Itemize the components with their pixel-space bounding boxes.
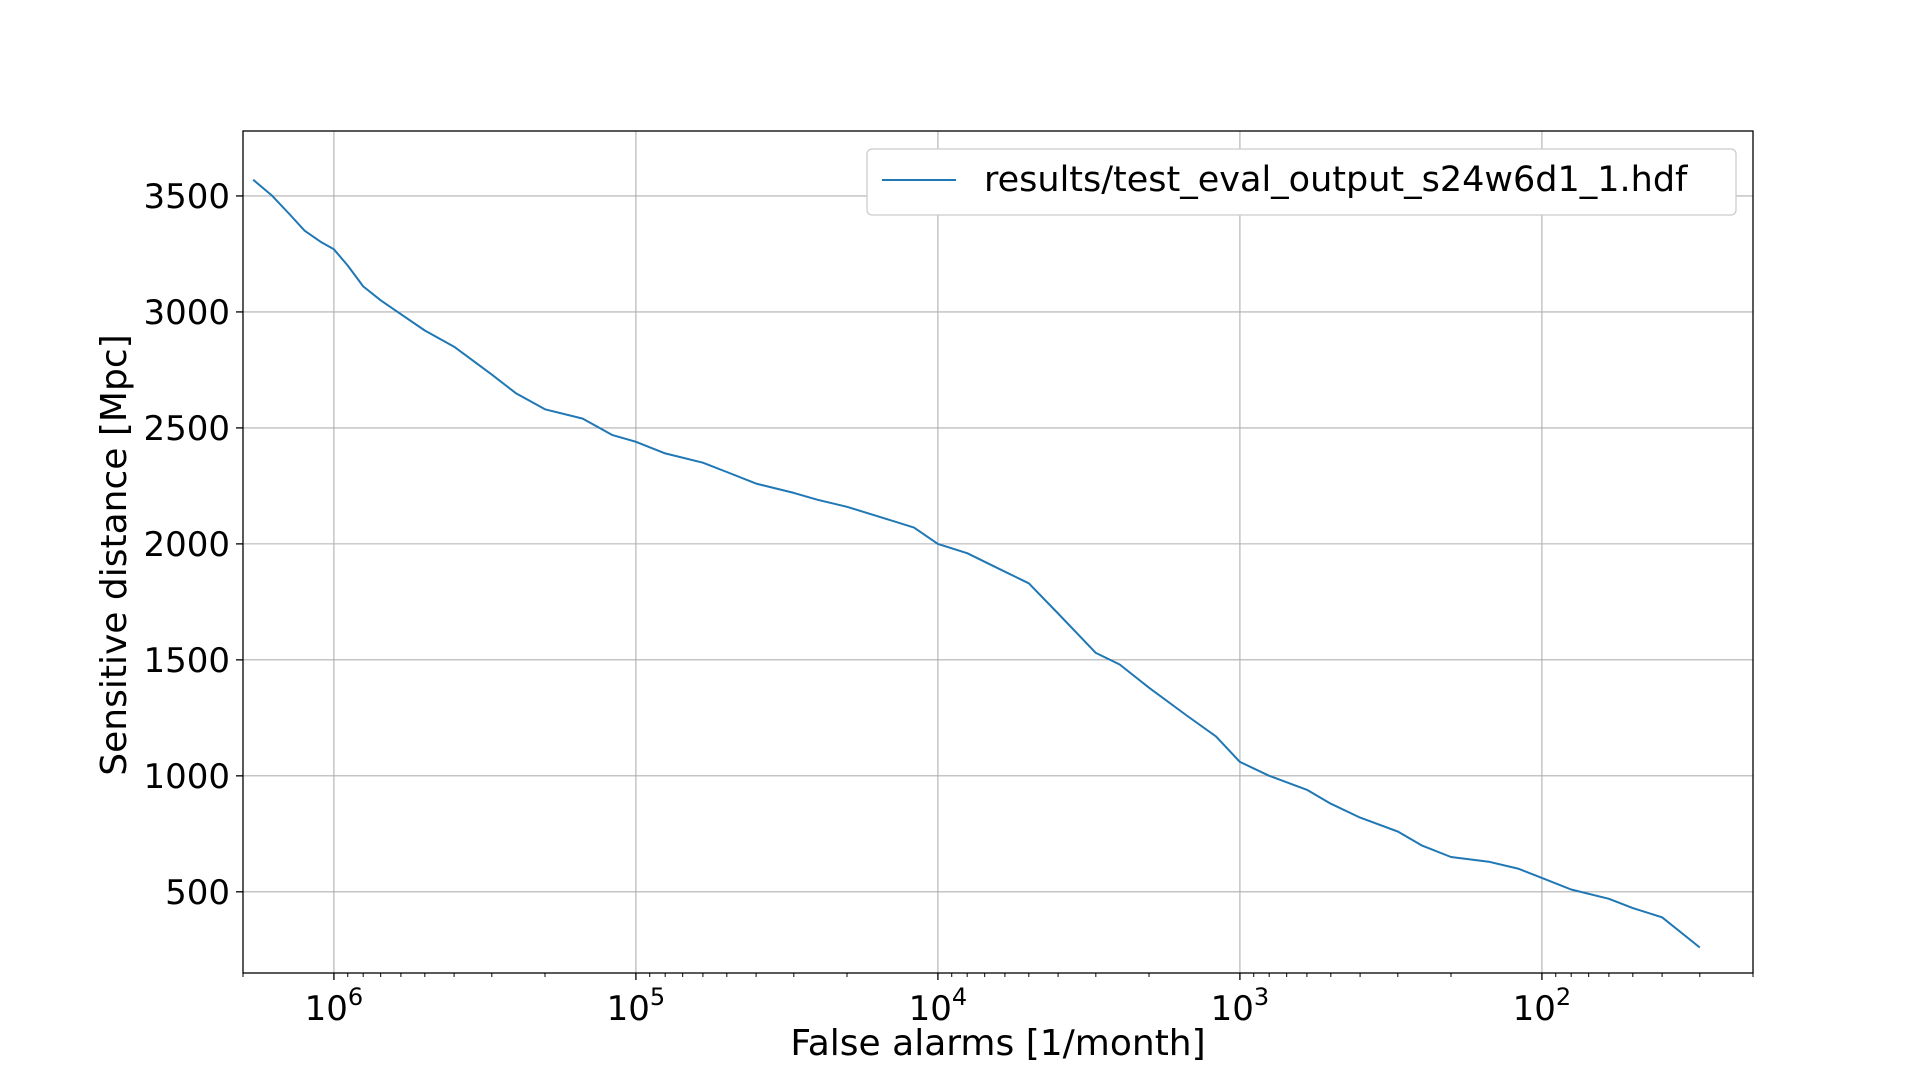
y-tick-label: 3500 — [143, 177, 230, 217]
grid-lines — [243, 131, 1753, 973]
x-tick-label-exponent: 6 — [348, 983, 363, 1011]
y-tick-label: 3000 — [143, 293, 230, 333]
x-tick-label-exponent: 3 — [1254, 983, 1269, 1011]
x-tick-label: 105 — [607, 983, 666, 1029]
y-tick-label: 1500 — [143, 641, 230, 681]
plot-area-frame — [242, 130, 1754, 974]
x-tick-label-exponent: 2 — [1556, 983, 1571, 1011]
y-axis-label: Sensitive distance [Mpc] — [94, 334, 135, 775]
x-axis-label: False alarms [1/month] — [790, 1023, 1205, 1064]
x-tick-label: 106 — [305, 983, 364, 1029]
x-tick-label-base: 10 — [607, 989, 650, 1029]
y-tick-label: 2500 — [143, 409, 230, 449]
x-tick-label: 104 — [909, 983, 968, 1029]
x-tick-label-exponent: 4 — [952, 983, 967, 1011]
y-tick-label: 2000 — [143, 525, 230, 565]
x-tick-label-base: 10 — [1513, 989, 1556, 1029]
legend: results/test_eval_output_s24w6d1_1.hdf — [866, 148, 1737, 216]
legend-box — [866, 148, 1737, 216]
x-tick-label: 102 — [1513, 983, 1572, 1029]
x-tick-label-base: 10 — [305, 989, 348, 1029]
y-tick-label: 500 — [165, 873, 230, 913]
x-tick-label-exponent: 5 — [650, 983, 665, 1011]
x-tick-label: 103 — [1211, 983, 1270, 1029]
series-layer — [252, 178, 1701, 949]
legend-label: results/test_eval_output_s24w6d1_1.hdf — [984, 160, 1688, 200]
x-tick-label-base: 10 — [909, 989, 952, 1029]
series-line — [252, 178, 1701, 949]
x-tick-label-base: 10 — [1211, 989, 1254, 1029]
y-tick-label: 1000 — [143, 757, 230, 797]
